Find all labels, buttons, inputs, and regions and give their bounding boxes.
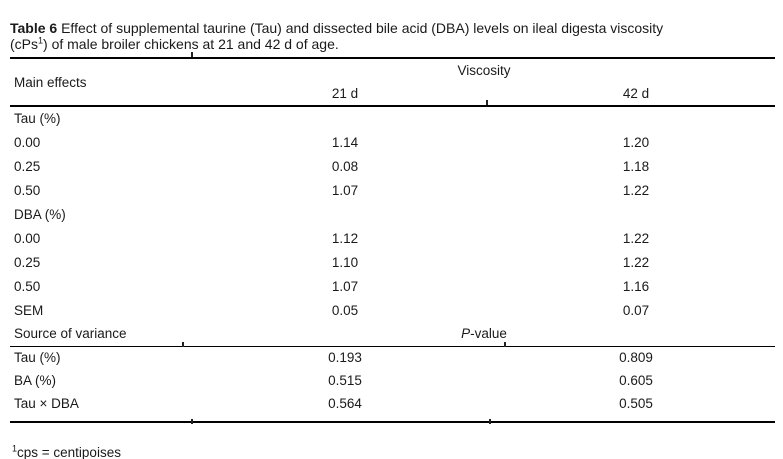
table-row: Tau × DBA 0.564 0.505 [10, 392, 775, 415]
row-label-cell: 0.25 [14, 254, 41, 270]
column-tick-mark [191, 419, 193, 424]
value-cell-42d: 0.07 [622, 302, 650, 318]
value-cell-21d [193, 202, 497, 226]
table-row: 0.50 1.07 1.22 [10, 178, 775, 202]
table-row: DBA (%) [10, 202, 775, 226]
table-number-label: Table 6 [10, 20, 58, 36]
column-tick-mark [504, 342, 506, 347]
row-label-cell: 0.00 [14, 134, 41, 150]
viscosity-header: Viscosity [457, 63, 511, 78]
p-value-italic-p: P [461, 326, 471, 342]
table-footnote: 1cps = centipoises [12, 443, 121, 459]
day-subheaders: 21 d 42 d [193, 82, 775, 105]
column-tick-mark [489, 419, 491, 424]
table-row: 0.25 1.10 1.22 [10, 250, 775, 274]
value-cell-42d [497, 202, 775, 226]
row-label-cell: BA (%) [14, 373, 57, 388]
value-cell-21d: 0.05 [331, 302, 359, 318]
header-row: Main effects Viscosity 21 d 42 d [10, 58, 775, 106]
row-label-cell: Source of variance [14, 326, 127, 342]
p-value-rest: -value [470, 326, 507, 342]
data-table: Main effects Viscosity 21 d 42 d Tau (%)… [10, 57, 775, 423]
row-label-cell: 0.50 [14, 278, 41, 294]
value-cell-42d [497, 106, 775, 130]
value-cell-42d: 1.22 [622, 230, 650, 246]
caption-line2-pre: (cPs [10, 36, 38, 52]
value-cell-42d: 1.22 [622, 182, 650, 198]
caption-line1: Effect of supplemental taurine (Tau) and… [57, 20, 664, 36]
value-cell-42d: 0.809 [619, 350, 653, 366]
value-cell-42d: 0.605 [619, 373, 653, 388]
value-cell-21d: 0.08 [331, 158, 359, 174]
row-label-cell: DBA (%) [14, 206, 66, 222]
main-effects-header: Main effects [14, 74, 87, 90]
value-cell-42d: 0.505 [619, 396, 653, 411]
caption-line2-post: ) of male broiler chickens at 21 and 42 … [43, 36, 339, 52]
value-cell-42d: 1.16 [622, 278, 650, 294]
row-label-cell: Tau (%) [14, 350, 61, 366]
table-row: SEM 0.05 0.07 [10, 298, 775, 322]
row-label-cell: Tau (%) [14, 111, 61, 126]
p-value-header: P-value [193, 322, 775, 346]
row-label-cell: 0.25 [14, 158, 41, 174]
table-row: 0.00 1.12 1.22 [10, 226, 775, 250]
value-cell-21d: 1.14 [331, 134, 359, 150]
table-row: Tau (%) [10, 106, 775, 130]
value-cell-42d: 1.22 [622, 254, 650, 270]
value-cell-21d [193, 106, 497, 130]
column-tick-mark [486, 100, 488, 105]
table-row: 0.00 1.14 1.20 [10, 130, 775, 154]
spacer-row [10, 415, 775, 422]
row-label-cell: 0.00 [14, 230, 41, 246]
row-label-cell: Tau × DBA [14, 396, 79, 411]
value-cell-21d: 0.564 [328, 396, 362, 411]
value-cell-21d: 0.193 [328, 350, 362, 366]
footnote-superscript: 1 [12, 443, 18, 453]
col-42d-header: 42 d [622, 86, 650, 101]
value-cell-21d: 1.07 [331, 182, 359, 198]
table-row: BA (%) 0.515 0.605 [10, 369, 775, 392]
col-21d-header: 21 d [331, 86, 359, 101]
table-row: 0.50 1.07 1.16 [10, 274, 775, 298]
column-tick-mark [182, 342, 184, 347]
value-cell-21d: 1.07 [331, 278, 359, 294]
footnote-text: cps = centipoises [17, 444, 121, 459]
source-of-variance-row: Source of variance P-value [10, 322, 775, 346]
value-cell-42d: 1.18 [622, 158, 650, 174]
table-row: Tau (%) 0.193 0.809 [10, 346, 775, 369]
value-cell-21d: 1.10 [331, 254, 359, 270]
column-tick-mark [191, 52, 193, 57]
spacer-cell [10, 415, 775, 422]
value-cell-42d: 1.20 [622, 134, 650, 150]
value-cell-21d: 1.12 [331, 230, 359, 246]
row-label-cell: SEM [14, 302, 44, 318]
viscosity-header-group: Viscosity 21 d 42 d [193, 58, 775, 106]
caption-superscript: 1 [38, 35, 44, 46]
row-label-cell: 0.50 [14, 182, 41, 198]
table-caption: Table 6 Effect of supplemental taurine (… [10, 20, 780, 52]
table-row: 0.25 0.08 1.18 [10, 154, 775, 178]
value-cell-21d: 0.515 [328, 373, 362, 388]
